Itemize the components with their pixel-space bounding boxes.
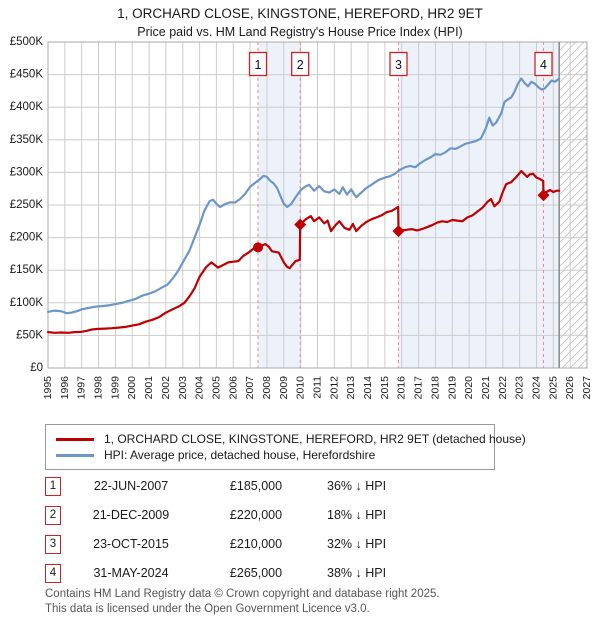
grid xyxy=(47,41,588,369)
svg-text:£250K: £250K xyxy=(10,199,44,211)
svg-text:2010: 2010 xyxy=(295,376,307,400)
svg-text:2016: 2016 xyxy=(396,376,408,400)
sale-hpi-diff: 38% ↓ HPI xyxy=(327,566,387,580)
footer-copyright: Contains HM Land Registry data © Crown c… xyxy=(45,588,440,600)
legend-label-hpi: HPI: Average price, detached house, Here… xyxy=(104,448,376,462)
sale-row: 3 23-OCT-2015 £210,000 32% ↓ HPI xyxy=(45,534,386,554)
svg-text:£350K: £350K xyxy=(10,134,44,146)
sale-date: 21-DEC-2009 xyxy=(92,508,170,522)
svg-text:2019: 2019 xyxy=(446,376,458,400)
svg-text:£200K: £200K xyxy=(10,232,44,244)
sale-date: 22-JUN-2007 xyxy=(93,479,169,493)
svg-text:£300K: £300K xyxy=(10,166,44,178)
sale-hpi-diff: 18% ↓ HPI xyxy=(327,508,387,522)
svg-text:2018: 2018 xyxy=(429,376,441,400)
svg-text:2009: 2009 xyxy=(278,376,290,400)
svg-text:2024: 2024 xyxy=(531,376,543,400)
svg-text:2008: 2008 xyxy=(261,376,273,400)
sale-price: £210,000 xyxy=(229,537,283,551)
svg-text:2017: 2017 xyxy=(413,376,425,400)
sale-date-lines xyxy=(257,42,544,368)
svg-text:2003: 2003 xyxy=(177,376,189,400)
svg-text:£150K: £150K xyxy=(10,264,44,276)
sales-table: 1 22-JUN-2007 £185,000 36% ↓ HPI 2 21-DEC-200… xyxy=(45,476,386,592)
svg-text:2011: 2011 xyxy=(312,376,324,399)
svg-text:3: 3 xyxy=(395,58,402,72)
svg-text:£500K: £500K xyxy=(10,36,44,48)
sale-number-badge: 4 xyxy=(45,563,61,583)
legend-swatch-hpi xyxy=(56,453,94,457)
sale-hpi-diff: 36% ↓ HPI xyxy=(327,479,387,493)
svg-text:2021: 2021 xyxy=(480,376,492,400)
svg-text:2025: 2025 xyxy=(547,376,559,400)
plot-border xyxy=(47,41,588,369)
sale-flag-4: 4 xyxy=(534,51,553,77)
sale-price: £185,000 xyxy=(229,479,283,493)
page-subtitle: Price paid vs. HM Land Registry's House … xyxy=(137,25,463,39)
sale-number-badge: 2 xyxy=(45,505,61,525)
svg-text:£50K: £50K xyxy=(16,329,43,341)
svg-text:2020: 2020 xyxy=(463,376,475,400)
svg-text:2012: 2012 xyxy=(328,376,340,400)
sale-marker-4 xyxy=(537,189,550,202)
property-line xyxy=(46,170,561,334)
svg-text:2001: 2001 xyxy=(143,376,155,400)
price-chart: 1 2 3 4 £0 £50K £100K £150K £200K £250K £300K £3… xyxy=(10,36,593,400)
svg-text:2013: 2013 xyxy=(345,376,357,400)
svg-text:£0: £0 xyxy=(30,362,43,374)
legend-swatch-property xyxy=(56,437,94,441)
svg-text:£100K: £100K xyxy=(10,297,44,309)
sale-row: 4 31-MAY-2024 £265,000 38% ↓ HPI xyxy=(45,563,386,583)
sale-marker-1 xyxy=(253,242,263,253)
svg-text:2007: 2007 xyxy=(244,376,256,400)
svg-text:1995: 1995 xyxy=(42,376,54,400)
svg-text:2005: 2005 xyxy=(210,376,222,400)
sale-number-badge: 3 xyxy=(45,534,61,554)
sale-flag-1: 1 xyxy=(248,51,268,77)
sale-price: £265,000 xyxy=(229,566,283,580)
page-title: 1, ORCHARD CLOSE, KINGSTONE, HEREFORD, H… xyxy=(117,6,483,21)
svg-text:£400K: £400K xyxy=(10,101,44,113)
svg-text:1997: 1997 xyxy=(76,376,88,400)
svg-text:1998: 1998 xyxy=(93,376,105,400)
svg-text:2006: 2006 xyxy=(227,376,239,400)
x-axis-labels: 1995 1996 1997 1998 1999 2000 2001 2002 2003 2004… xyxy=(42,376,593,400)
svg-text:£450K: £450K xyxy=(10,69,44,81)
sale-row: 1 22-JUN-2007 £185,000 36% ↓ HPI xyxy=(45,476,386,496)
sale-marker-3 xyxy=(392,225,405,238)
svg-text:2: 2 xyxy=(297,58,304,72)
footer-licence: This data is licensed under the Open Gov… xyxy=(45,602,370,615)
svg-text:1996: 1996 xyxy=(59,376,71,400)
sale-date: 23-OCT-2015 xyxy=(93,537,169,551)
sale-flag-2: 2 xyxy=(291,51,310,77)
svg-text:2000: 2000 xyxy=(126,376,138,400)
sale-price: £220,000 xyxy=(229,508,283,522)
svg-text:2026: 2026 xyxy=(564,376,576,400)
legend-row-hpi: HPI: Average price, detached house, Here… xyxy=(56,447,494,463)
sale-flag-3: 3 xyxy=(389,51,408,77)
svg-text:4: 4 xyxy=(540,58,547,72)
svg-text:2004: 2004 xyxy=(194,376,206,400)
legend-label-property: 1, ORCHARD CLOSE, KINGSTONE, HEREFORD, H… xyxy=(104,432,526,446)
sale-date: 31-MAY-2024 xyxy=(93,566,169,580)
legend: 1, ORCHARD CLOSE, KINGSTONE, HEREFORD, H… xyxy=(45,424,526,470)
svg-text:1999: 1999 xyxy=(109,376,121,400)
svg-text:2023: 2023 xyxy=(514,376,526,400)
svg-text:2027: 2027 xyxy=(581,376,593,400)
footer: Contains HM Land Registry data © Crown c… xyxy=(45,587,440,617)
svg-text:2015: 2015 xyxy=(379,376,391,400)
svg-text:2014: 2014 xyxy=(362,376,374,400)
sale-number-badge: 1 xyxy=(45,476,61,496)
hpi-line xyxy=(46,77,561,315)
sale-marker-2 xyxy=(294,218,307,231)
svg-text:2022: 2022 xyxy=(497,376,509,400)
sale-hpi-diff: 32% ↓ HPI xyxy=(327,537,387,551)
y-axis-labels: £0 £50K £100K £150K £200K £250K £300K £350K £400… xyxy=(10,36,44,374)
svg-text:1: 1 xyxy=(255,58,262,72)
legend-row-property: 1, ORCHARD CLOSE, KINGSTONE, HEREFORD, H… xyxy=(56,431,526,447)
sale-row: 2 21-DEC-2009 £220,000 18% ↓ HPI xyxy=(45,505,386,525)
svg-text:2002: 2002 xyxy=(160,376,172,400)
